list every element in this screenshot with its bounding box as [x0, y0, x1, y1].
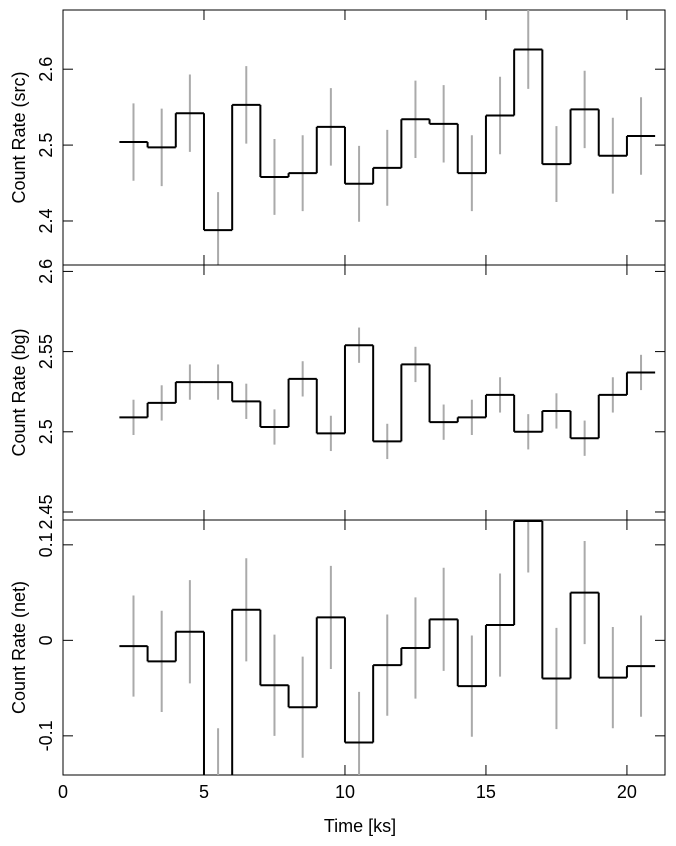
series — [119, 520, 656, 775]
y-tick-label: 2.55 — [36, 334, 56, 369]
y-axis-label: Count Rate (net) — [9, 581, 29, 714]
y-tick-label: 2.6 — [36, 57, 56, 82]
x-tick-label: 5 — [199, 782, 209, 802]
y-tick-label: 2.5 — [36, 133, 56, 158]
plot-frame — [62, 264, 666, 521]
series — [119, 10, 656, 265]
plot-frame — [62, 519, 666, 776]
x-axis-label: Time [ks] — [324, 816, 396, 836]
y-tick-label: 0.1 — [36, 532, 56, 557]
y-tick-label: 2.4 — [36, 208, 56, 233]
x-tick-label: 10 — [335, 782, 355, 802]
x-tick-label: 0 — [58, 782, 68, 802]
y-axis-label: Count Rate (bg) — [9, 328, 29, 456]
y-tick-label: -0.1 — [36, 720, 56, 751]
y-tick-label: 2.5 — [36, 419, 56, 444]
x-tick-label: 20 — [617, 782, 637, 802]
y-tick-label: 2.6 — [36, 259, 56, 284]
series — [119, 327, 656, 460]
y-axis-label: Count Rate (src) — [9, 71, 29, 203]
plot-frame — [62, 9, 666, 266]
y-tick-label: 2.45 — [36, 494, 56, 529]
y-tick-label: 0 — [36, 635, 56, 645]
x-tick-label: 15 — [476, 782, 496, 802]
